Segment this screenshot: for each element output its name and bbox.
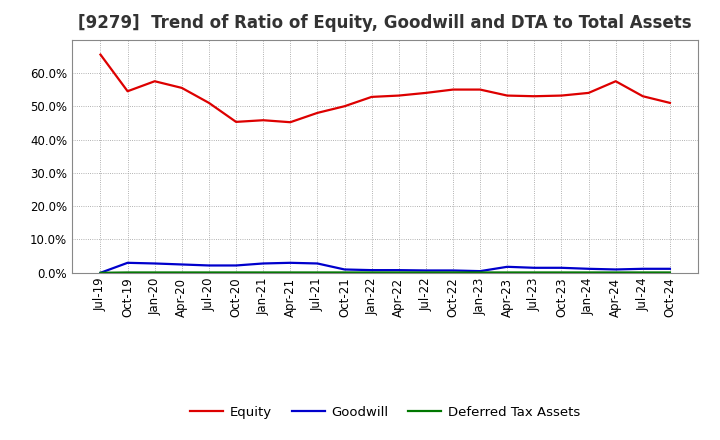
Deferred Tax Assets: [665, 270, 674, 275]
Equity: [367, 94, 376, 99]
Deferred Tax Assets: [449, 270, 457, 275]
Deferred Tax Assets: [421, 270, 430, 275]
Goodwill: [665, 266, 674, 271]
Line: Goodwill: Goodwill: [101, 263, 670, 273]
Goodwill: [584, 266, 593, 271]
Equity: [204, 100, 213, 106]
Deferred Tax Assets: [395, 270, 403, 275]
Equity: [665, 100, 674, 106]
Goodwill: [421, 268, 430, 273]
Goodwill: [313, 261, 322, 266]
Deferred Tax Assets: [611, 270, 620, 275]
Deferred Tax Assets: [178, 270, 186, 275]
Goodwill: [123, 260, 132, 265]
Goodwill: [639, 266, 647, 271]
Equity: [96, 52, 105, 57]
Deferred Tax Assets: [286, 270, 294, 275]
Goodwill: [557, 265, 566, 271]
Deferred Tax Assets: [341, 270, 349, 275]
Deferred Tax Assets: [503, 270, 511, 275]
Goodwill: [232, 263, 240, 268]
Goodwill: [178, 262, 186, 267]
Equity: [395, 93, 403, 98]
Equity: [503, 93, 511, 98]
Deferred Tax Assets: [150, 270, 159, 275]
Equity: [341, 103, 349, 109]
Deferred Tax Assets: [123, 270, 132, 275]
Deferred Tax Assets: [232, 270, 240, 275]
Deferred Tax Assets: [476, 270, 485, 275]
Equity: [584, 90, 593, 95]
Deferred Tax Assets: [530, 270, 539, 275]
Goodwill: [341, 267, 349, 272]
Goodwill: [259, 261, 268, 266]
Deferred Tax Assets: [584, 270, 593, 275]
Legend: Equity, Goodwill, Deferred Tax Assets: Equity, Goodwill, Deferred Tax Assets: [185, 401, 585, 424]
Goodwill: [286, 260, 294, 265]
Goodwill: [150, 261, 159, 266]
Deferred Tax Assets: [367, 270, 376, 275]
Equity: [232, 119, 240, 125]
Deferred Tax Assets: [313, 270, 322, 275]
Equity: [150, 79, 159, 84]
Equity: [259, 117, 268, 123]
Deferred Tax Assets: [557, 270, 566, 275]
Equity: [421, 90, 430, 95]
Deferred Tax Assets: [639, 270, 647, 275]
Equity: [449, 87, 457, 92]
Goodwill: [96, 270, 105, 275]
Equity: [178, 85, 186, 91]
Equity: [639, 94, 647, 99]
Equity: [476, 87, 485, 92]
Equity: [611, 79, 620, 84]
Deferred Tax Assets: [96, 270, 105, 275]
Line: Equity: Equity: [101, 55, 670, 122]
Equity: [313, 110, 322, 116]
Goodwill: [204, 263, 213, 268]
Goodwill: [395, 268, 403, 273]
Goodwill: [476, 268, 485, 274]
Equity: [557, 93, 566, 98]
Goodwill: [449, 268, 457, 273]
Deferred Tax Assets: [204, 270, 213, 275]
Goodwill: [367, 268, 376, 273]
Equity: [286, 120, 294, 125]
Goodwill: [611, 267, 620, 272]
Title: [9279]  Trend of Ratio of Equity, Goodwill and DTA to Total Assets: [9279] Trend of Ratio of Equity, Goodwil…: [78, 15, 692, 33]
Equity: [530, 94, 539, 99]
Deferred Tax Assets: [259, 270, 268, 275]
Goodwill: [530, 265, 539, 271]
Goodwill: [503, 264, 511, 269]
Equity: [123, 88, 132, 94]
